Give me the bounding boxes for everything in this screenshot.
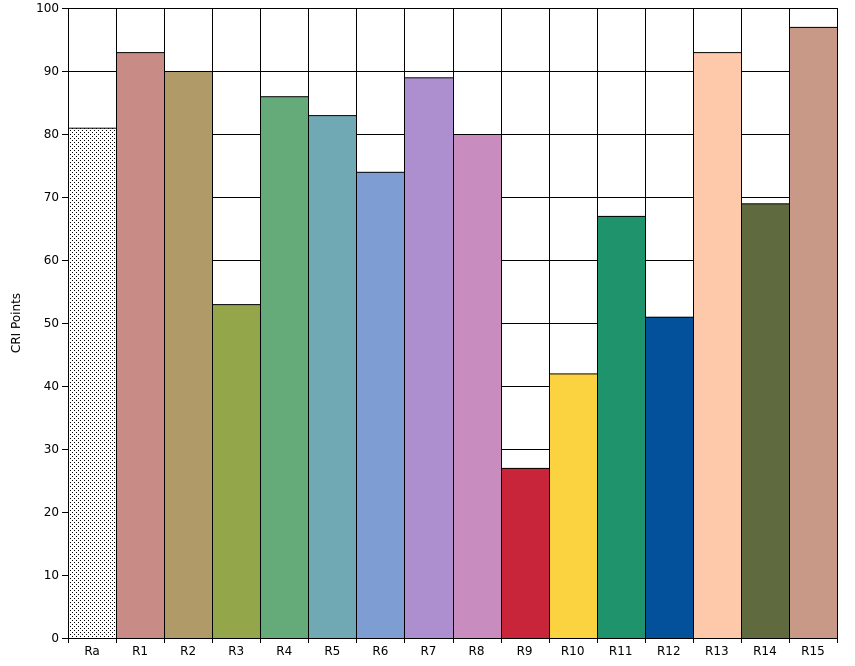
- y-tick-label: 90: [44, 64, 59, 78]
- x-tick-label: R11: [609, 644, 633, 658]
- x-tick-label: R12: [657, 644, 681, 658]
- x-tick-label: R5: [324, 644, 340, 658]
- y-tick-label: 40: [44, 379, 59, 393]
- x-tick-label: R4: [276, 644, 292, 658]
- y-tick-label: 60: [44, 253, 59, 267]
- bar-r8: [453, 134, 502, 639]
- y-tick-label: 10: [44, 568, 59, 582]
- y-tick-label: 0: [51, 631, 59, 645]
- bar-r15: [789, 26, 838, 639]
- bar-r10: [549, 373, 598, 639]
- x-tick-label: R3: [228, 644, 244, 658]
- bar-r11: [597, 215, 646, 639]
- bar-r13: [693, 52, 742, 640]
- x-tick-label: R10: [561, 644, 585, 658]
- x-tick-label: R14: [753, 644, 777, 658]
- x-tick-label: R8: [469, 644, 485, 658]
- bars: [68, 26, 838, 640]
- bar-r9: [501, 467, 550, 639]
- bar-r3: [212, 304, 261, 639]
- plot-frame: [68, 8, 838, 639]
- bar-r4: [260, 96, 309, 639]
- x-tick-label: R7: [420, 644, 436, 658]
- bar-ra: [68, 127, 117, 639]
- plot-border: [68, 8, 838, 639]
- bar-r5: [308, 115, 357, 640]
- bar-r7: [404, 77, 454, 640]
- bar-r1: [116, 52, 165, 640]
- bar-r2: [164, 71, 213, 639]
- x-tick-label: R6: [372, 644, 388, 658]
- y-tick-label: 30: [44, 442, 59, 456]
- x-tick-label: R9: [517, 644, 533, 658]
- y-tick-label: 20: [44, 505, 59, 519]
- y-tick-labels: 0 10 20 30 40 50 60 70 80 90 100: [36, 1, 59, 645]
- bar-r14: [741, 203, 790, 640]
- x-tick-label: R1: [132, 644, 148, 658]
- x-tick-label: Ra: [84, 644, 99, 658]
- x-tick-label: R15: [801, 644, 825, 658]
- y-tick-label: 50: [44, 316, 59, 330]
- x-tick-label: R13: [705, 644, 729, 658]
- bar-r6: [356, 171, 405, 640]
- y-tick-label: 80: [44, 127, 59, 141]
- bar-r12: [645, 316, 694, 639]
- y-axis-title: CRI Points: [9, 293, 23, 353]
- y-tick-label: 100: [36, 1, 59, 15]
- x-tick-labels: Ra R1 R2 R3 R4 R5 R6 R7 R8 R9 R10 R11 R12 R13 R14 R15: [84, 644, 824, 658]
- y-tick-label: 70: [44, 190, 59, 204]
- x-tick-label: R2: [180, 644, 196, 658]
